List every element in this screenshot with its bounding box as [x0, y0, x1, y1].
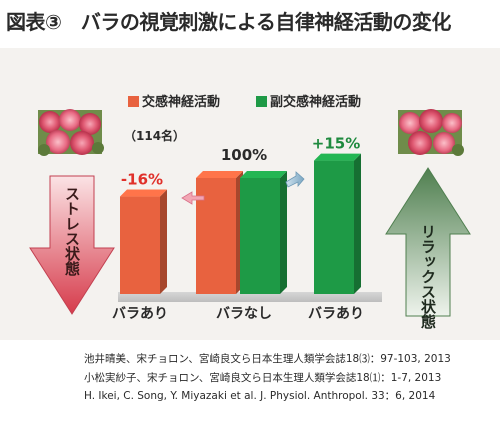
bar-chart: ストレス状態 リラックス状態 交感神経活動 副交感神経活動 （114名） -16… — [29, 94, 471, 330]
bar-parasympathetic-without-rose — [240, 171, 287, 294]
bar-sympathetic-with-rose — [120, 189, 167, 294]
annotation-right-change: +15% — [312, 135, 360, 153]
category-label: バラなし — [216, 306, 272, 322]
annotations-group: -16% 100% +15% — [121, 135, 360, 205]
legend: 交感神経活動 副交感神経活動 — [128, 94, 361, 110]
sample-size-label: （114名） — [124, 128, 185, 143]
reference-line: 池井晴美、宋チョロン、宮崎良文ら日本生理人類学会誌18⑶：97-103, 201… — [84, 353, 451, 365]
bar-sympathetic-without-rose — [196, 171, 243, 294]
rose-photo-right — [398, 109, 464, 156]
bar-parasympathetic-with-rose — [314, 153, 361, 294]
increase-arrow-icon — [285, 171, 305, 188]
legend-swatch-parasympathetic — [256, 96, 267, 107]
relax-up-arrow-icon — [385, 167, 471, 317]
category-labels: バラあり バラなし バラあり — [112, 306, 364, 322]
stress-label: ストレス状態 — [63, 186, 81, 277]
references: 池井晴美、宋チョロン、宮崎良文ら日本生理人類学会誌18⑶：97-103, 201… — [84, 350, 494, 406]
reference-line: 小松実紗子、宋チョロン、宮崎良文ら日本生理人類学会誌18⑴：1-7, 2013 — [84, 371, 442, 384]
bars-group — [120, 153, 361, 294]
decrease-arrow-icon — [181, 191, 205, 205]
reference-line: H. Ikei, C. Song, Y. Miyazaki et al. J. … — [84, 390, 436, 402]
category-label: バラあり — [112, 306, 168, 322]
stress-down-arrow-icon — [29, 175, 115, 315]
chart-panel: ストレス状態 リラックス状態 交感神経活動 副交感神経活動 （114名） -16… — [0, 48, 500, 340]
figure-title: 図表③ バラの視覚刺激による自律神経活動の変化 — [6, 10, 451, 34]
annotation-left-change: -16% — [121, 171, 163, 189]
legend-label-parasympathetic: 副交感神経活動 — [270, 94, 361, 110]
category-label: バラあり — [308, 306, 364, 322]
rose-photo-left — [38, 109, 104, 156]
chart-floor — [118, 292, 382, 302]
relax-label: リラックス状態 — [419, 224, 437, 330]
baseline-label: 100% — [221, 146, 267, 164]
legend-label-sympathetic: 交感神経活動 — [142, 94, 220, 110]
legend-swatch-sympathetic — [128, 96, 139, 107]
